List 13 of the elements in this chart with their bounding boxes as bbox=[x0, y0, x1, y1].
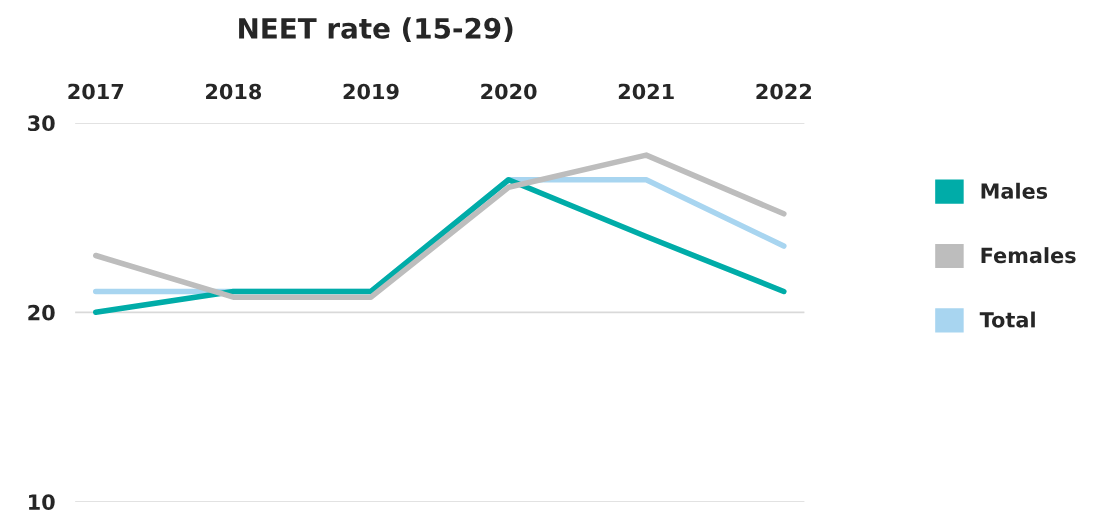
x-tick-label: 2020 bbox=[481, 83, 537, 100]
x-tick-label: 2022 bbox=[756, 83, 811, 100]
y-tick-label: 10 bbox=[29, 494, 55, 510]
legend-label: Females bbox=[981, 247, 1076, 264]
y-tick-label: 20 bbox=[28, 304, 55, 321]
x-tick-label: 2021 bbox=[618, 83, 674, 100]
x-tick-label: 2017 bbox=[68, 83, 124, 100]
y-tick-label: 30 bbox=[28, 115, 55, 132]
x-tick-label: 2018 bbox=[206, 83, 262, 100]
legend-label: Total bbox=[979, 311, 1035, 328]
chart-title: NEET rate (15-29) bbox=[239, 17, 513, 43]
x-tick-label: 2019 bbox=[343, 83, 399, 100]
legend-label: Males bbox=[981, 182, 1048, 199]
